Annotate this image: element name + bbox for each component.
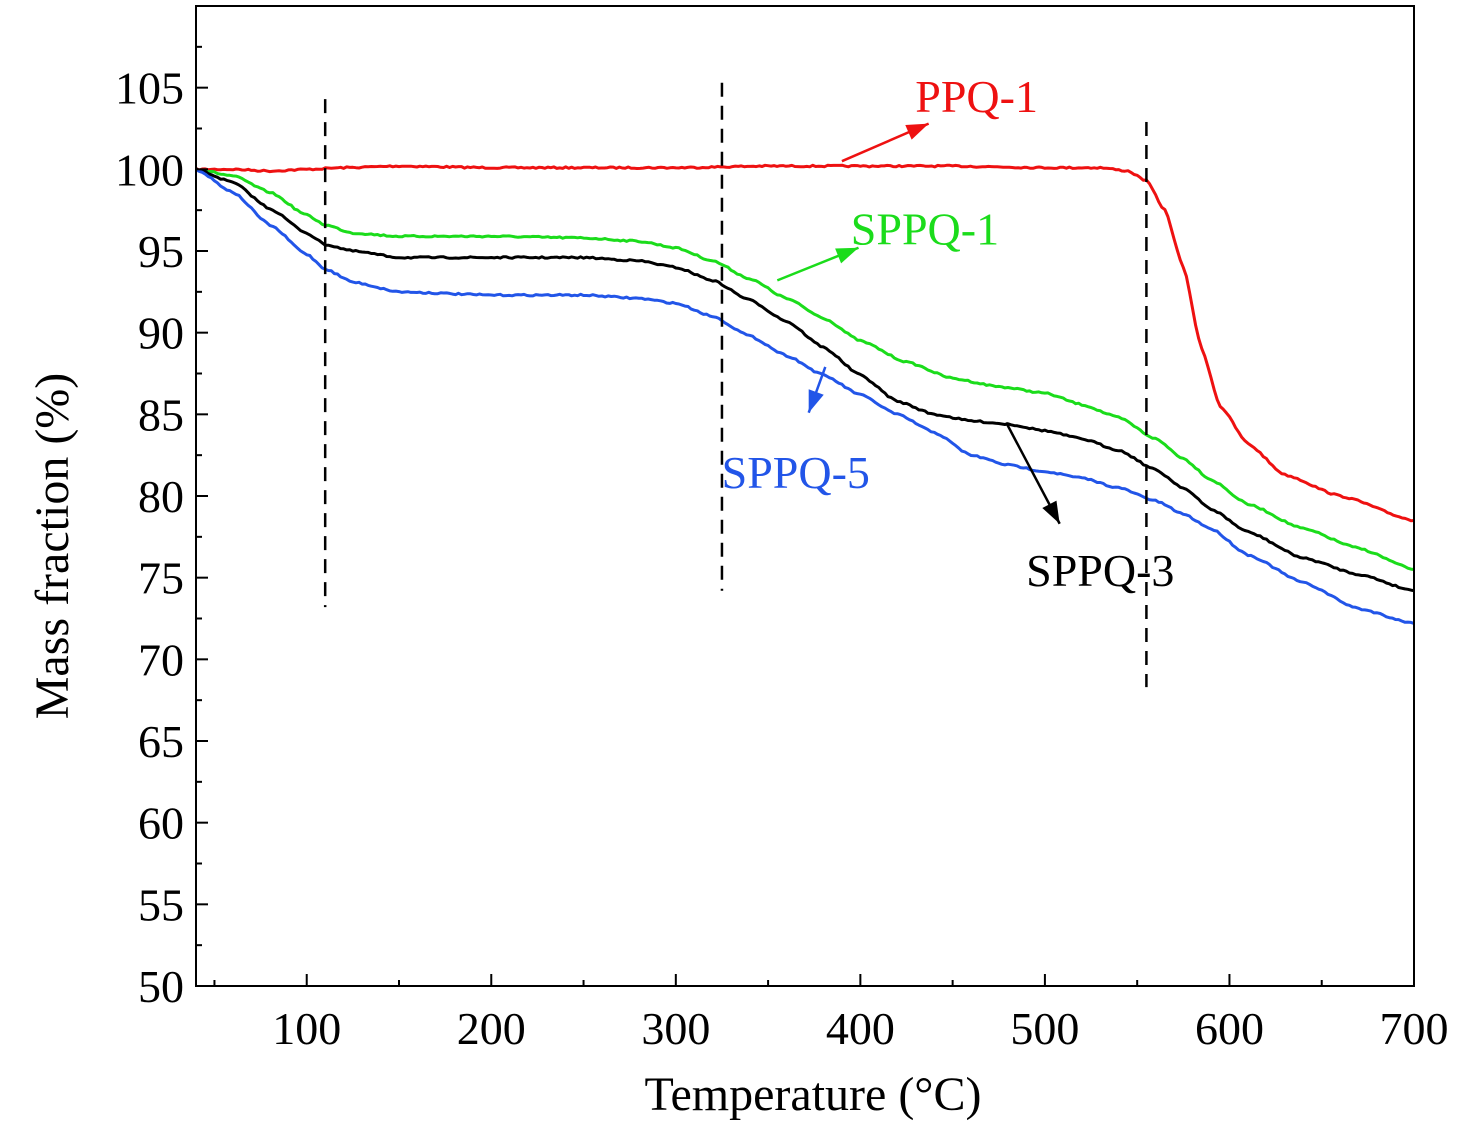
series-line-sppq-3 xyxy=(195,167,1415,593)
series-line-sppq-5 xyxy=(195,168,1415,625)
annotation-label: PPQ-1 xyxy=(915,71,1038,122)
x-tick-label: 300 xyxy=(641,1003,710,1054)
y-axis-ticks: 50 55 60 65 70 75 80 85 90 95 100 105 xyxy=(115,45,208,1012)
y-tick-label: 90 xyxy=(138,308,184,359)
y-tick-label: 100 xyxy=(115,144,184,195)
y-tick-label: 85 xyxy=(138,389,184,440)
annotation-arrowhead xyxy=(808,389,824,413)
annotation-label: SPPQ-5 xyxy=(722,447,870,498)
x-axis-ticks: 100 200 300 400 500 600 700 xyxy=(213,974,1449,1054)
annotations: PPQ-1 SPPQ-1 SPPQ-3 SPPQ-5 xyxy=(722,71,1175,596)
y-tick-label: 80 xyxy=(138,471,184,522)
annotation-arrowhead xyxy=(905,123,929,140)
annotation-label: SPPQ-1 xyxy=(851,203,999,254)
x-axis-title: Temperature (°C) xyxy=(644,1068,981,1121)
annotation-arrowhead xyxy=(835,247,859,264)
y-tick-label: 65 xyxy=(138,716,184,767)
annotation-arrowhead xyxy=(1042,500,1060,524)
y-tick-label: 70 xyxy=(138,634,184,685)
y-axis-title: Mass fraction (%) xyxy=(26,373,79,720)
y-tick-label: 60 xyxy=(138,798,184,849)
y-tick-label: 50 xyxy=(138,961,184,1012)
x-tick-label: 200 xyxy=(457,1003,526,1054)
series-line-sppq-1 xyxy=(195,168,1415,571)
x-tick-label: 400 xyxy=(826,1003,895,1054)
x-tick-label: 500 xyxy=(1010,1003,1079,1054)
y-tick-label: 55 xyxy=(138,879,184,930)
x-tick-label: 700 xyxy=(1380,1003,1449,1054)
reference-lines xyxy=(323,82,1148,688)
y-tick-label: 95 xyxy=(138,226,184,277)
x-tick-label: 100 xyxy=(272,1003,341,1054)
plot-lines xyxy=(195,163,1415,625)
x-tick-label: 600 xyxy=(1195,1003,1264,1054)
y-tick-label: 75 xyxy=(138,553,184,604)
series-line-ppq-1 xyxy=(195,163,1415,523)
annotation-label: SPPQ-3 xyxy=(1026,545,1174,596)
y-tick-label: 105 xyxy=(115,63,184,114)
